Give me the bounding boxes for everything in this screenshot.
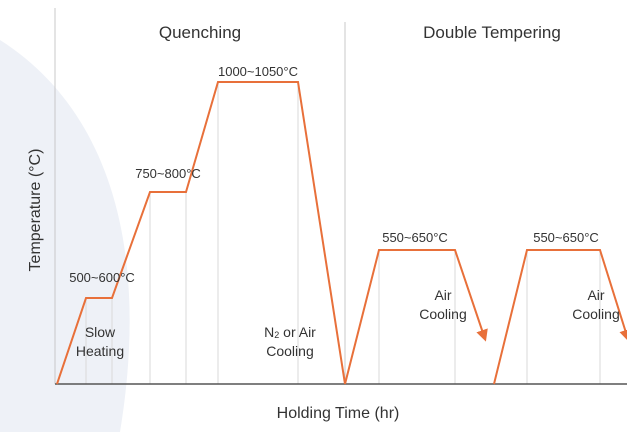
temp-550-650-first-label: 550~650°C [382, 230, 448, 245]
n2-cooling-label-line1: N2 or Air [264, 324, 316, 340]
n2-cooling-label-line2: Cooling [266, 343, 313, 359]
x-axis-label: Holding Time (hr) [277, 405, 400, 422]
temp-1000-1050-label: 1000~1050°C [218, 64, 298, 79]
temp-750-800-label: 750~800°C [135, 166, 201, 181]
air-cooling-2-label-line1: Air [587, 287, 604, 303]
phase-quenching-label: Quenching [159, 23, 241, 42]
air-cooling-2-label-line2: Cooling [572, 306, 619, 322]
phase-double-tempering-label: Double Tempering [423, 23, 561, 42]
slow-heating-label-line1: Slow [85, 324, 116, 340]
temp-500-600-label: 500~600°C [69, 270, 135, 285]
air-cooling-1-label-line1: Air [434, 287, 451, 303]
n2-subscript: 2 [274, 330, 279, 340]
y-axis-label: Temperature (°C) [27, 149, 44, 272]
tempering-1-curve [344, 249, 488, 385]
grid-lines [85, 82, 601, 384]
tempering-2-curve [493, 249, 627, 385]
slow-heating-label-line2: Heating [76, 343, 124, 359]
background-swoosh [0, 40, 130, 432]
temp-550-650-second-label: 550~650°C [533, 230, 599, 245]
n2-symbol: N [264, 324, 274, 340]
air-cooling-1-label-line2: Cooling [419, 306, 466, 322]
quenching-curve [56, 81, 346, 385]
n2-suffix: or Air [279, 324, 316, 340]
heat-treatment-curve [56, 81, 627, 385]
